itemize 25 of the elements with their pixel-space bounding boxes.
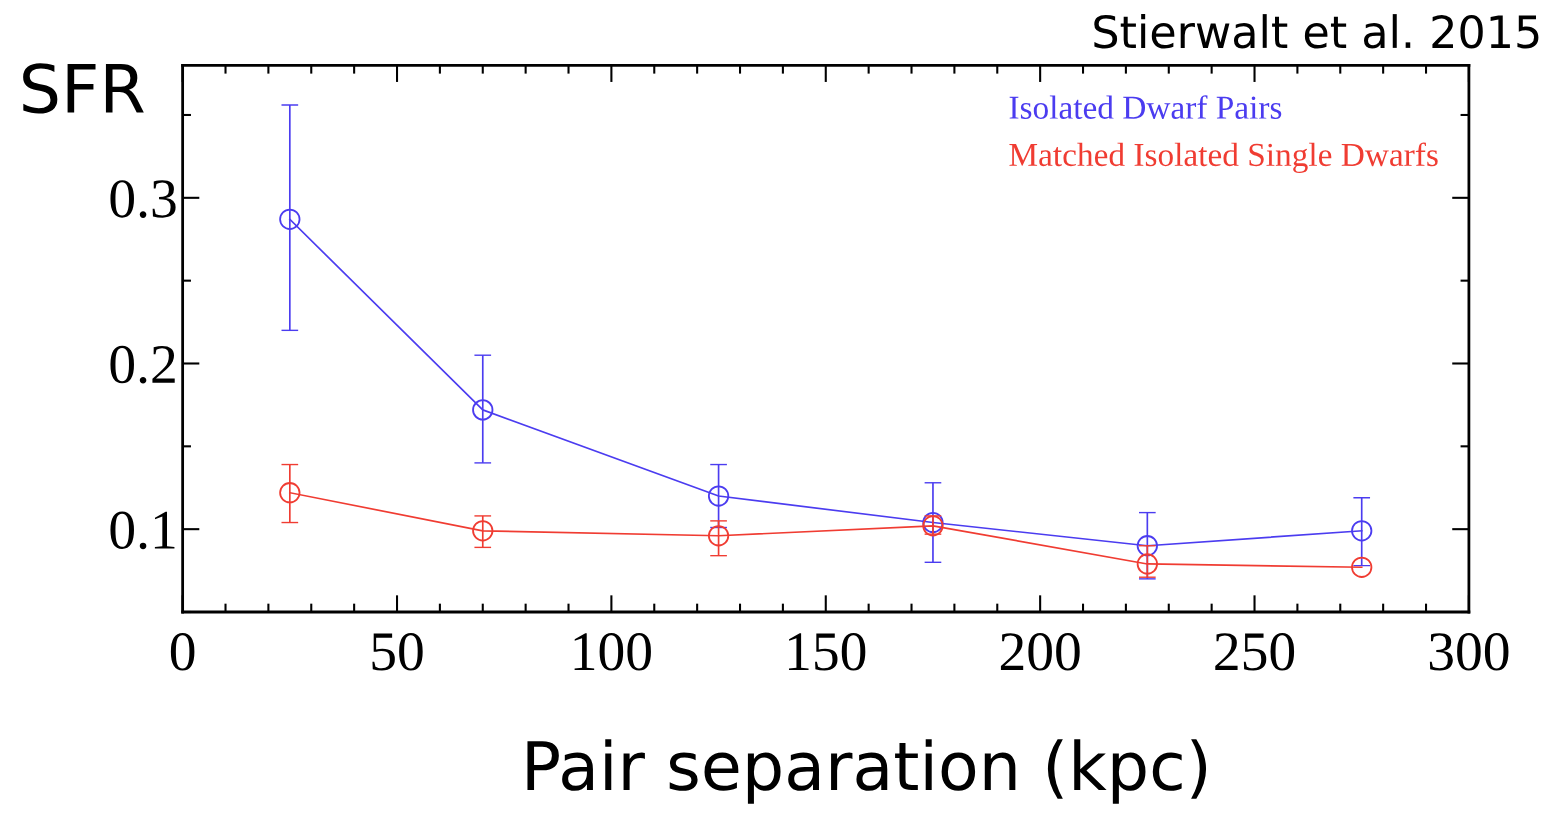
- x-tick-label: 100: [574, 633, 651, 671]
- y-axis-title: SFR: [23, 63, 144, 114]
- x-tick-label: 50: [372, 633, 423, 671]
- point: [472, 399, 494, 421]
- point: [1351, 556, 1373, 578]
- point: [1136, 553, 1158, 575]
- x-tick-label: 0: [170, 633, 195, 671]
- y-tick-label: 0.2: [110, 345, 175, 384]
- text: Stierwalt et al. 2015: [1094, 14, 1539, 49]
- text: Isolated Dwarf Pairs: [1009, 95, 1282, 119]
- x-axis-title: Pair separation (kpc): [527, 739, 1207, 804]
- point: [707, 525, 730, 547]
- x-tick-label: 250: [1215, 633, 1295, 671]
- x-tick-label: 300: [1429, 633, 1509, 671]
- x-tick-label: 200: [1000, 633, 1080, 671]
- point: [1136, 535, 1158, 557]
- text: Matched Isolated Single Dwarfs: [1009, 142, 1438, 174]
- point: [279, 208, 301, 230]
- point: [279, 482, 301, 504]
- x-tick-label: 150: [788, 633, 866, 671]
- point: [472, 520, 494, 542]
- point: [707, 485, 730, 507]
- y-tick-label: 0.3: [110, 180, 176, 218]
- y-tick-label: 0.1: [110, 511, 175, 550]
- point: [1351, 520, 1373, 542]
